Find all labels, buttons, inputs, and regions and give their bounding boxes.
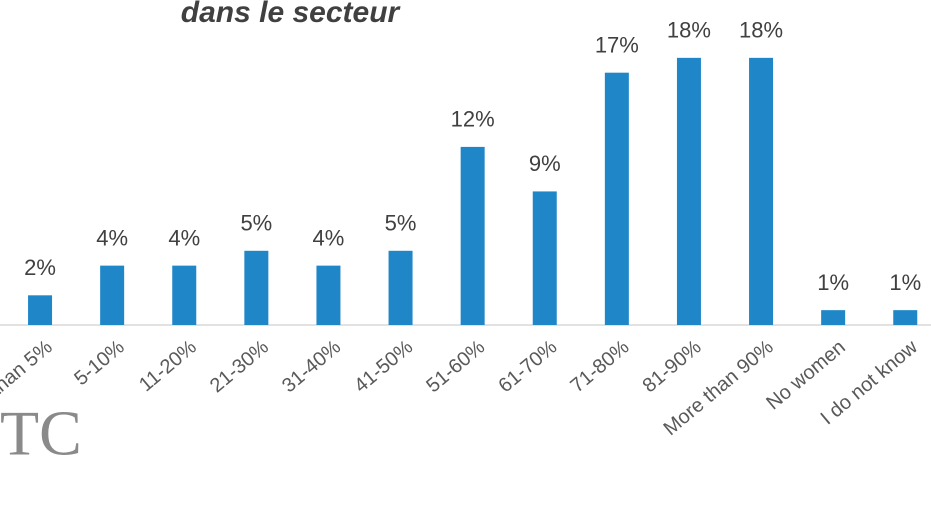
x-tick-label: 71-80%	[567, 336, 634, 397]
value-label: 5%	[240, 211, 272, 236]
bar	[460, 146, 485, 325]
x-tick-label: 81-90%	[639, 336, 706, 397]
bar	[821, 310, 846, 325]
bar	[893, 310, 918, 325]
bar	[604, 72, 629, 326]
value-label: 4%	[313, 225, 345, 250]
bar	[172, 265, 197, 325]
x-tick-label: 51-60%	[422, 336, 489, 397]
bar	[749, 57, 774, 326]
watermark: TC	[0, 398, 82, 469]
x-tick-label: 21-30%	[206, 336, 273, 397]
value-label: 5%	[385, 211, 417, 236]
value-label: 18%	[739, 18, 783, 43]
value-label: 12%	[451, 107, 495, 132]
x-tick-label: 31-40%	[278, 336, 345, 397]
bar	[100, 265, 125, 325]
value-label: 2%	[24, 255, 56, 280]
value-label: 1%	[817, 270, 849, 295]
bar	[676, 57, 701, 326]
value-label: 17%	[595, 32, 639, 57]
bar	[532, 191, 557, 325]
bar	[28, 295, 53, 325]
value-label: 4%	[168, 225, 200, 250]
x-tick-label: 11-20%	[135, 336, 201, 396]
value-label: 4%	[96, 225, 128, 250]
value-label: 18%	[667, 18, 711, 43]
value-label: 1%	[889, 270, 921, 295]
bar	[388, 250, 413, 325]
x-tick-label: 61-70%	[494, 336, 561, 397]
bar	[316, 265, 341, 325]
x-tick-label: 41-50%	[350, 336, 417, 397]
value-label: 9%	[529, 151, 561, 176]
bar	[244, 250, 269, 325]
chart-title: dans le secteur	[181, 0, 402, 29]
x-tick-label: 5-10%	[70, 336, 129, 390]
